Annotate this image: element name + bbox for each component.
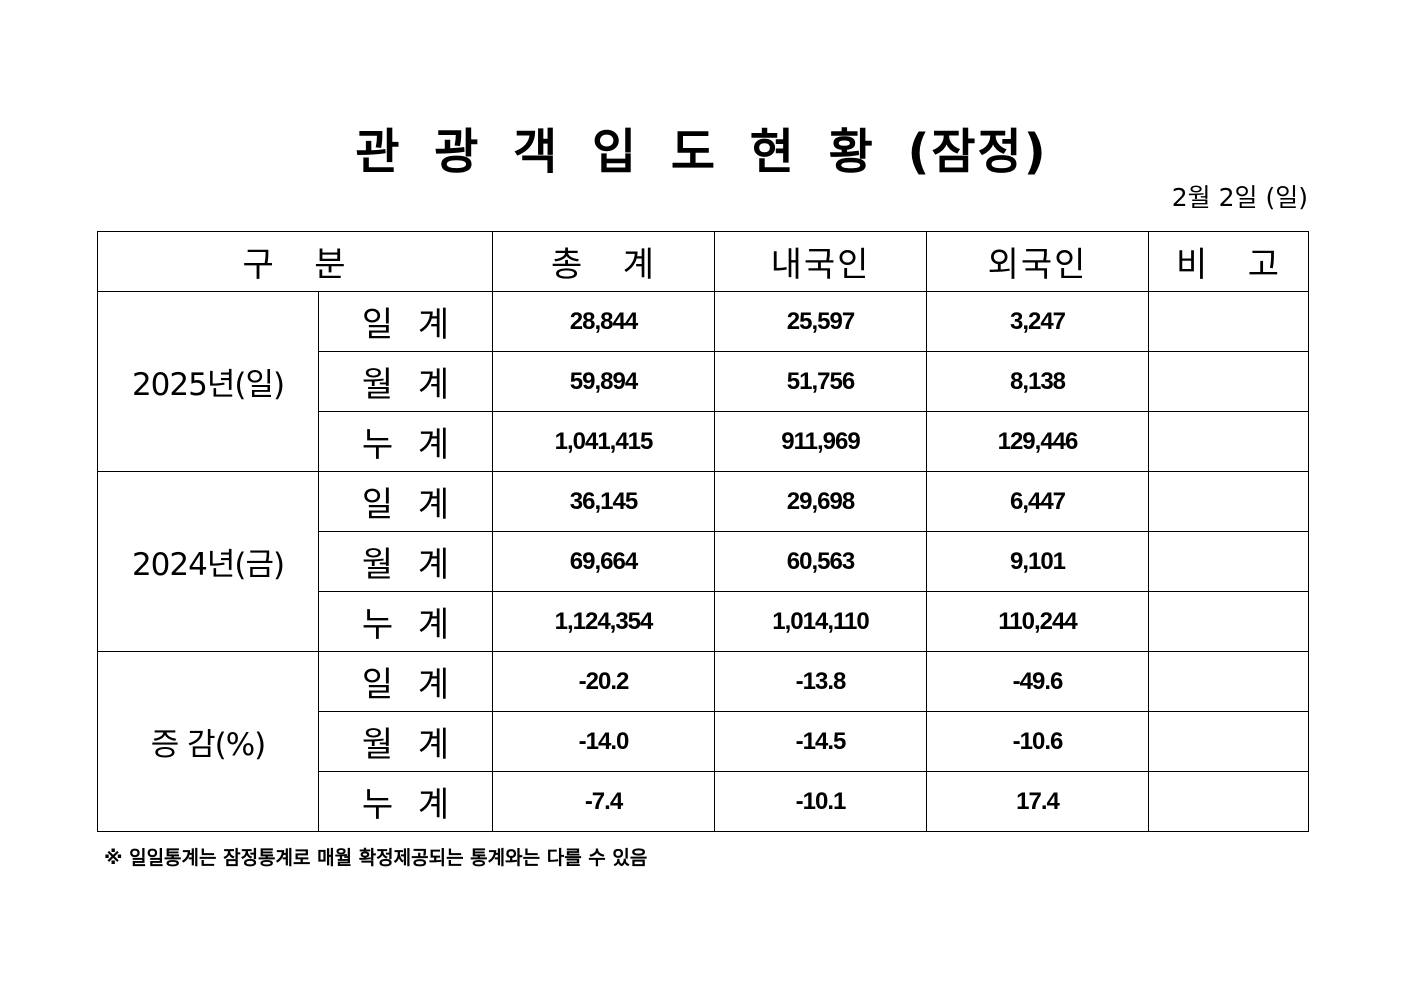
cell-total: 59,894 <box>492 351 715 412</box>
row-label: 월 계 <box>318 351 493 412</box>
row-label: 누 계 <box>318 591 493 652</box>
cell-domestic: 51,756 <box>714 351 927 412</box>
cell-remarks <box>1148 591 1309 652</box>
table-row: 월 계 -14.0 -14.5 -10.6 <box>98 711 1309 772</box>
table-row: 2025년(일) 일 계 28,844 25,597 3,247 <box>97 291 1309 472</box>
cell-remarks <box>1148 471 1309 532</box>
cell-remarks <box>1148 411 1309 472</box>
table-row: 증 감(%) 일 계 -20.2 -13.8 -49.6 <box>97 651 1309 832</box>
header-domestic: 내국인 <box>714 231 927 292</box>
row-label: 누 계 <box>318 411 493 472</box>
cell-domestic: 911,969 <box>714 411 927 472</box>
table-row: 누 계 -7.4 -10.1 17.4 <box>98 771 1309 832</box>
group-label: 2024년(금) <box>97 471 319 652</box>
cell-domestic: -14.5 <box>714 711 927 772</box>
cell-foreign: 3,247 <box>926 291 1149 352</box>
visitor-stats-table: 구 분 총 계 내국인 외국인 비 고 2025년(일) 일 계 28,844 25,… <box>97 231 1309 832</box>
table-row: 2024년(금) 일 계 36,145 29,698 6,447 <box>97 471 1309 652</box>
cell-remarks <box>1148 531 1309 592</box>
cell-total: 69,664 <box>492 531 715 592</box>
report-date: 2월 2일 (일) <box>1171 183 1308 212</box>
cell-total: -20.2 <box>492 651 715 712</box>
cell-domestic: -10.1 <box>714 771 927 832</box>
cell-domestic: 60,563 <box>714 531 927 592</box>
cell-foreign: -49.6 <box>926 651 1149 712</box>
cell-domestic: 25,597 <box>714 291 927 352</box>
cell-total: 36,145 <box>492 471 715 532</box>
cell-domestic: -13.8 <box>714 651 927 712</box>
page-title: 관 광 객 입 도 현 황 (잠정) <box>355 124 1048 180</box>
cell-total: 1,124,354 <box>492 591 715 652</box>
cell-foreign: -10.6 <box>926 711 1149 772</box>
cell-remarks <box>1148 771 1309 832</box>
header-total: 총 계 <box>492 231 715 292</box>
cell-remarks <box>1148 351 1309 412</box>
cell-foreign: 8,138 <box>926 351 1149 412</box>
cell-foreign: 129,446 <box>926 411 1149 472</box>
cell-domestic: 1,014,110 <box>714 591 927 652</box>
footnote: ※ 일일통계는 잠정통계로 매월 확정제공되는 통계와는 다를 수 있음 <box>104 847 648 869</box>
group-label: 2025년(일) <box>97 291 319 472</box>
table-row: 누 계 1,041,415 911,969 129,446 <box>98 411 1309 472</box>
cell-domestic: 29,698 <box>714 471 927 532</box>
cell-foreign: 9,101 <box>926 531 1149 592</box>
cell-foreign: 17.4 <box>926 771 1149 832</box>
header-remarks: 비 고 <box>1148 231 1309 292</box>
group-label: 증 감(%) <box>97 651 319 832</box>
row-label: 일 계 <box>318 471 493 532</box>
cell-total: 1,041,415 <box>492 411 715 472</box>
cell-total: 28,844 <box>492 291 715 352</box>
row-label: 월 계 <box>318 531 493 592</box>
table-row: 누 계 1,124,354 1,014,110 110,244 <box>98 591 1309 652</box>
row-label: 일 계 <box>318 651 493 712</box>
cell-total: -7.4 <box>492 771 715 832</box>
cell-foreign: 6,447 <box>926 471 1149 532</box>
header-row: 구 분 총 계 내국인 외국인 비 고 <box>97 231 1309 292</box>
cell-foreign: 110,244 <box>926 591 1149 652</box>
row-label: 누 계 <box>318 771 493 832</box>
row-label: 일 계 <box>318 291 493 352</box>
header-category: 구 분 <box>97 231 493 292</box>
table-row: 월 계 69,664 60,563 9,101 <box>98 531 1309 592</box>
header-foreign: 외국인 <box>926 231 1149 292</box>
cell-remarks <box>1148 291 1309 352</box>
cell-total: -14.0 <box>492 711 715 772</box>
cell-remarks <box>1148 651 1309 712</box>
cell-remarks <box>1148 711 1309 772</box>
row-label: 월 계 <box>318 711 493 772</box>
